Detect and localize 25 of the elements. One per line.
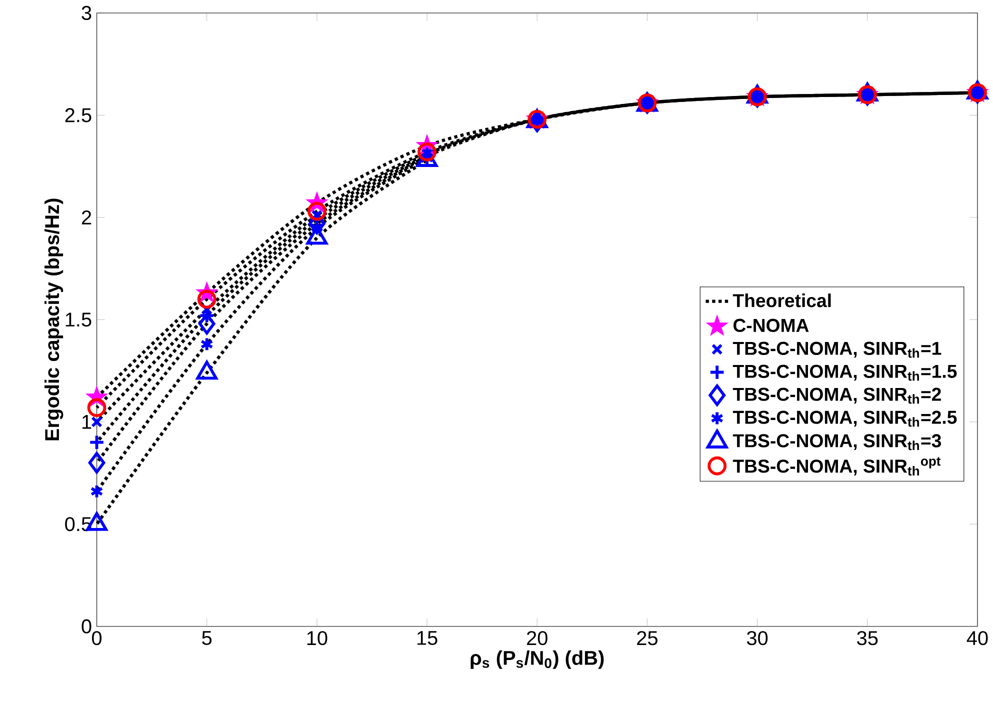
y-axis-title: Ergodic capacity (bps/Hz) <box>44 198 64 440</box>
legend-label: TBS-C-NOMA, SINR$_{th}$=1 <box>732 342 942 358</box>
x-tick-label: 10 <box>307 630 328 646</box>
legend-label: TBS-C-NOMA, SINR$_{th}$=1.5 <box>732 364 957 381</box>
legend-label: TBS-C-NOMA, SINR$_{th}$opt <box>732 457 941 476</box>
legend-label: TBS-C-NOMA, SINR$_{th}$=2 <box>732 388 941 404</box>
y-tick-label: 2 <box>82 210 92 224</box>
x-tick-label: 15 <box>417 630 438 645</box>
x-tick-label: 35 <box>857 630 878 646</box>
x-tick-label: 20 <box>527 630 548 646</box>
x-tick-label: 30 <box>746 630 768 646</box>
x-tick-label: 5 <box>202 630 212 645</box>
legend-label: C-NOMA <box>733 318 809 332</box>
x-axis-title: ρ$_{s}$ (P$_{s}$/N$_{0}$) (dB) <box>470 650 604 669</box>
y-tick-label: 3 <box>82 6 92 20</box>
x-tick-label: 25 <box>637 630 658 646</box>
y-tick-label: 0 <box>82 619 92 634</box>
x-tick-label: 0 <box>92 630 102 646</box>
y-tick-label: 2.5 <box>65 108 92 122</box>
y-tick-label: 1.5 <box>66 312 92 327</box>
legend-label: Theoretical <box>732 293 831 308</box>
legend-label: TBS-C-NOMA, SINR$_{th}$=3 <box>732 434 942 450</box>
y-tick-label: 1 <box>82 414 92 429</box>
legend-label: TBS-C-NOMA, SINR$_{th}$=2.5 <box>732 410 957 427</box>
x-tick-label: 40 <box>966 630 988 646</box>
